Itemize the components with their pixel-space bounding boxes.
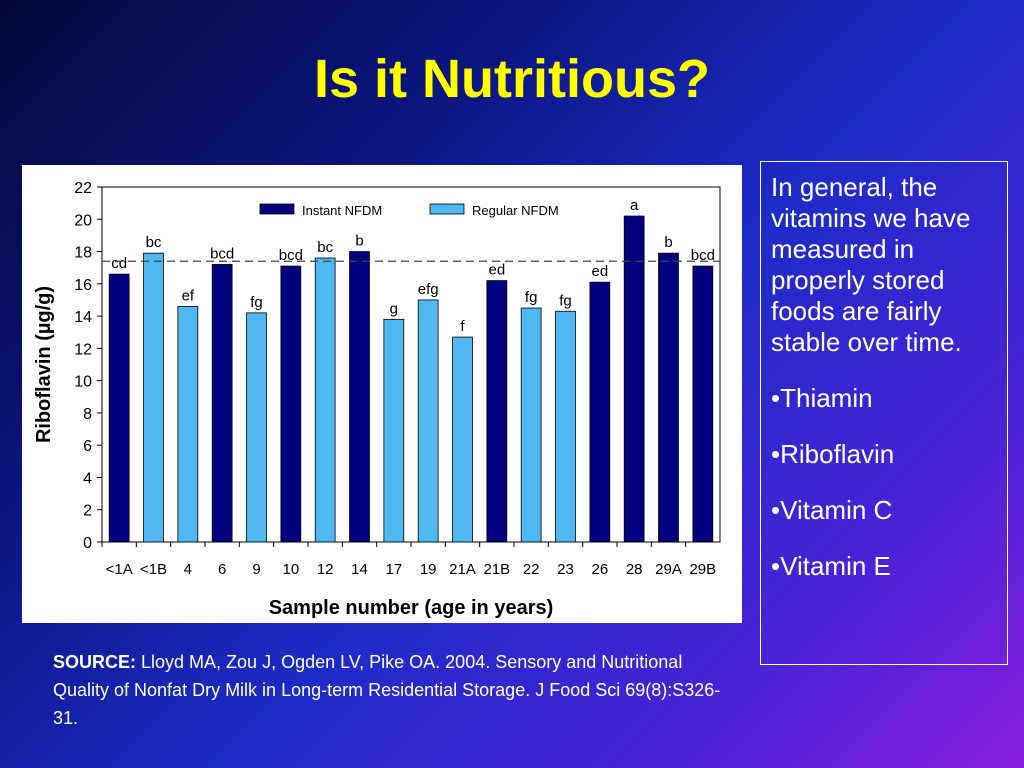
significance-letter: ed <box>488 262 505 279</box>
x-tick-label: 26 <box>591 561 608 578</box>
chart-panel: 0 2 4 6 8 10 12 14 16 18 20 22 cd <1A bc <1B ef 4 bcd 6 fg 9 b… <box>22 165 742 623</box>
x-tick-label: 10 <box>282 561 299 578</box>
x-tick-label: 23 <box>557 561 574 578</box>
bar <box>692 265 714 543</box>
x-tick-label: 21B <box>483 561 510 578</box>
significance-letter: a <box>630 197 639 214</box>
y-axis-title: Riboflavin (µg/g) <box>33 286 55 443</box>
source-text: Lloyd MA, Zou J, Ogden LV, Pike OA. 2004… <box>53 652 721 728</box>
slide-title: Is it Nutritious? <box>314 49 710 109</box>
bullet-vitamin-c: •Vitamin C <box>771 495 893 525</box>
y-tick-label: 20 <box>74 212 92 229</box>
bar <box>383 318 405 543</box>
y-tick-label: 16 <box>74 277 92 294</box>
significance-letter: bcd <box>279 247 303 264</box>
significance-letter: bc <box>146 234 162 251</box>
riboflavin-bar-chart: 0246810121416182022cd<1Abc<1Bef4bcd6fg9b… <box>33 180 721 619</box>
x-tick-label: 22 <box>523 561 540 578</box>
significance-letter: fg <box>559 292 572 309</box>
bar <box>108 273 130 543</box>
bar <box>143 252 164 543</box>
bar <box>658 252 679 543</box>
x-tick-label: 28 <box>626 561 643 578</box>
y-tick-label: 0 <box>83 535 92 552</box>
bar <box>452 336 473 543</box>
significance-letter: b <box>664 234 672 251</box>
x-tick-label: 21A <box>449 561 476 578</box>
summary-text: In general, the vitamins we have measure… <box>771 172 971 357</box>
bar <box>555 310 576 543</box>
source-label: SOURCE: <box>53 652 137 672</box>
y-tick-label: 14 <box>74 309 92 326</box>
x-tick-label: <1A <box>106 561 133 578</box>
significance-letter: bcd <box>210 245 234 262</box>
x-tick-label: 17 <box>385 561 402 578</box>
bullet-vitamin-e: •Vitamin E <box>771 551 891 581</box>
bar <box>589 281 611 543</box>
significance-letter: ed <box>591 263 608 280</box>
x-tick-label: <1B <box>140 561 167 578</box>
bar <box>246 312 267 543</box>
significance-letter: efg <box>418 281 439 298</box>
x-tick-label: 14 <box>351 561 368 578</box>
significance-letter: fg <box>525 289 538 306</box>
y-tick-label: 8 <box>83 406 92 423</box>
x-tick-label: 9 <box>252 561 260 578</box>
x-tick-label: 4 <box>184 561 192 578</box>
bar <box>417 299 439 543</box>
bar <box>280 265 302 543</box>
x-axis-title: Sample number (age in years) <box>269 597 554 619</box>
y-tick-label: 18 <box>74 245 92 262</box>
x-tick-label: 12 <box>317 561 334 578</box>
bar <box>177 306 199 543</box>
source-citation: SOURCE: Lloyd MA, Zou J, Ogden LV, Pike … <box>53 648 733 732</box>
legend-label: Regular NFDM <box>472 203 559 218</box>
bar <box>486 280 508 543</box>
x-tick-label: 19 <box>420 561 437 578</box>
significance-letter: ef <box>182 287 195 304</box>
y-tick-label: 12 <box>74 341 92 358</box>
significance-letter: bcd <box>691 247 715 264</box>
x-tick-label: 6 <box>218 561 226 578</box>
y-tick-label: 22 <box>74 180 92 197</box>
vitamin-summary-box: In general, the vitamins we have measure… <box>760 161 1008 665</box>
bullet-riboflavin: •Riboflavin <box>771 439 895 469</box>
significance-letter: cd <box>111 255 127 272</box>
bar <box>520 307 542 543</box>
significance-letter: fg <box>250 294 263 311</box>
legend-swatch <box>259 203 295 215</box>
y-tick-label: 4 <box>83 470 92 487</box>
significance-letter: g <box>390 300 398 317</box>
y-tick-label: 2 <box>83 503 92 520</box>
y-tick-label: 10 <box>74 374 92 391</box>
x-tick-label: 29B <box>689 561 716 578</box>
bar <box>349 251 370 543</box>
bullet-thiamin: •Thiamin <box>771 383 873 413</box>
significance-letter: bc <box>317 239 333 256</box>
x-tick-label: 29A <box>655 561 682 578</box>
y-tick-label: 6 <box>83 438 92 455</box>
legend-swatch <box>429 203 465 215</box>
legend-label: Instant NFDM <box>302 203 382 218</box>
bar <box>623 215 645 543</box>
bar <box>314 257 336 543</box>
bar <box>211 264 233 543</box>
significance-letter: b <box>355 233 363 250</box>
significance-letter: f <box>460 318 465 335</box>
